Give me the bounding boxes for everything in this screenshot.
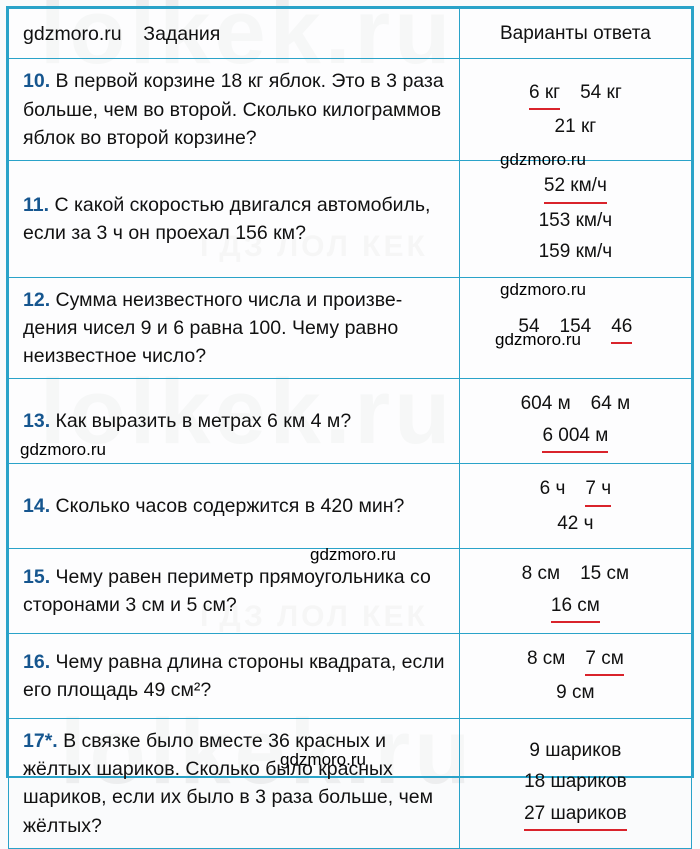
task-row: 12. Сумма неизвестного числа и произве­д…	[9, 277, 692, 379]
answer-option: 15 см	[580, 559, 629, 588]
answer-line: 42 ч	[474, 509, 677, 538]
task-number: 11.	[23, 194, 49, 216]
answer-option: 153 км/ч	[539, 206, 613, 235]
header-tasks: gdzmoro.ru Задания	[9, 9, 460, 59]
answer-line: 6 кг 54 кг	[474, 78, 677, 110]
answer-line: 16 см	[474, 591, 677, 623]
answer-option: 8 см	[527, 644, 565, 673]
answer-option: 9 см	[556, 678, 594, 707]
answers-cell: 9 шариков18 шариков 27 шариков	[459, 718, 691, 848]
header-row: gdzmoro.ru Задания Варианты ответа	[9, 9, 692, 59]
task-number: 16.	[23, 651, 50, 673]
answer-option: 42 ч	[557, 509, 593, 538]
task-cell: 12. Сумма неизвестного числа и произве­д…	[9, 277, 460, 379]
task-number: 13.	[23, 410, 50, 432]
answer-option: 54	[518, 312, 539, 341]
task-row: 15. Чему равен периметр прямоугольника с…	[9, 549, 692, 634]
task-row: 10. В первой корзине 18 кг яблок. Это в …	[9, 59, 692, 161]
answer-line: 8 см 7 см	[474, 644, 677, 676]
answer-line: 8 см 15 см	[474, 559, 677, 588]
task-cell: 17*. В связке было вместе 36 красных и ж…	[9, 718, 460, 848]
answer-line: 21 кг	[474, 112, 677, 141]
answers-cell: 8 см 7 см9 см	[459, 633, 691, 718]
answer-option-correct: 6 004 м	[542, 421, 608, 453]
answer-line: 9 см	[474, 678, 677, 707]
answer-option-correct: 16 см	[551, 591, 600, 623]
task-cell: 16. Чему равна длина стороны квадрата, е…	[9, 633, 460, 718]
task-row: 11. С какой скоростью двигался автомо­би…	[9, 161, 692, 277]
answer-line: 6 004 м	[474, 421, 677, 453]
task-row: 13. Как выразить в метрах 6 км 4 м?604 м…	[9, 379, 692, 464]
answer-option: 18 шариков	[524, 767, 627, 796]
answer-option: 21 кг	[555, 112, 597, 141]
task-number: 15.	[23, 566, 50, 588]
answer-option-correct: 46	[611, 312, 632, 344]
answers-cell: 52 км/ч 153 км/ч159 км/ч	[459, 161, 691, 277]
answer-line: 54 154 46	[474, 312, 677, 344]
answer-line: 604 м 64 м	[474, 389, 677, 418]
answers-cell: 6 ч 7 ч 42 ч	[459, 464, 691, 549]
task-row: 14. Сколько часов содержится в 420 мин?6…	[9, 464, 692, 549]
answer-option: 8 см	[522, 559, 560, 588]
header-tasks-label: Задания	[143, 23, 220, 45]
worksheet-frame: gdzmoro.ru Задания Варианты ответа 10. В…	[6, 6, 694, 778]
answer-line: 153 км/ч	[474, 206, 677, 235]
header-answers: Варианты ответа	[459, 9, 691, 59]
task-cell: 14. Сколько часов содержится в 420 мин?	[9, 464, 460, 549]
answer-line: 18 шариков	[474, 767, 677, 796]
answer-option: 64 м	[591, 389, 630, 418]
answer-line: 52 км/ч	[474, 171, 677, 203]
task-row: 17*. В связке было вместе 36 красных и ж…	[9, 718, 692, 848]
answer-option: 159 км/ч	[539, 237, 613, 266]
task-number: 14.	[23, 495, 50, 517]
answer-option-correct: 6 кг	[529, 78, 560, 110]
task-cell: 10. В первой корзине 18 кг яблок. Это в …	[9, 59, 460, 161]
answers-cell: 8 см 15 см 16 см	[459, 549, 691, 634]
answer-option: 9 шариков	[529, 736, 621, 765]
answer-line: 6 ч 7 ч	[474, 474, 677, 506]
answers-cell: 604 м 64 м 6 004 м	[459, 379, 691, 464]
task-cell: 15. Чему равен периметр прямоугольника с…	[9, 549, 460, 634]
task-number: 12.	[23, 289, 50, 311]
task-number: 10.	[23, 70, 50, 92]
answer-line: 27 шариков	[474, 799, 677, 831]
task-row: 16. Чему равна длина стороны квадрата, е…	[9, 633, 692, 718]
task-cell: 13. Как выразить в метрах 6 км 4 м?	[9, 379, 460, 464]
answers-cell: 54 154 46	[459, 277, 691, 379]
answer-line: 159 км/ч	[474, 237, 677, 266]
task-number: 17*.	[23, 730, 58, 752]
answer-option: 6 ч	[540, 474, 566, 503]
answer-option-correct: 7 см	[585, 644, 623, 676]
answer-line: 9 шариков	[474, 736, 677, 765]
answer-option-correct: 52 км/ч	[544, 171, 607, 203]
answer-option-correct: 7 ч	[585, 474, 611, 506]
answer-option-correct: 27 шариков	[524, 799, 627, 831]
answer-option: 154	[560, 312, 592, 341]
answer-option: 604 м	[521, 389, 571, 418]
worksheet-table: gdzmoro.ru Задания Варианты ответа 10. В…	[8, 8, 692, 849]
header-site: gdzmoro.ru	[23, 23, 122, 45]
task-cell: 11. С какой скоростью двигался автомо­би…	[9, 161, 460, 277]
answers-cell: 6 кг 54 кг 21 кг	[459, 59, 691, 161]
answer-option: 54 кг	[580, 78, 622, 107]
